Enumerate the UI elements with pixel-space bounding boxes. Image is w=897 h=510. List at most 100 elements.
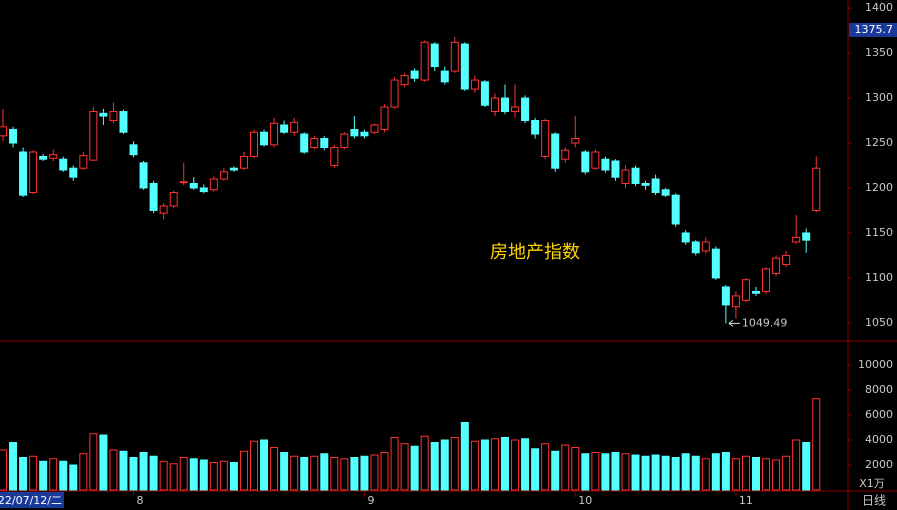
volume-bar — [410, 445, 419, 491]
candle-body — [199, 187, 208, 193]
low-arrow-head — [728, 319, 734, 327]
candle-body — [581, 151, 590, 173]
volume-bar — [159, 460, 168, 491]
volume-bar — [531, 448, 540, 491]
volume-bar — [621, 453, 630, 491]
volume-bar — [561, 444, 570, 491]
candle-body — [340, 133, 349, 149]
candle-body — [129, 144, 138, 156]
candle-body — [209, 178, 218, 191]
volume-bar — [89, 433, 98, 491]
volume-bar — [541, 443, 550, 491]
volume-bar — [440, 439, 449, 491]
x-tick-label: 9 — [367, 494, 374, 507]
candle-body — [440, 70, 449, 83]
candle-body — [420, 41, 429, 81]
volume-bar — [290, 455, 299, 491]
volume-bar — [260, 439, 269, 491]
volume-bar — [99, 434, 108, 491]
volume-bar — [199, 459, 208, 491]
candle-body — [501, 97, 509, 113]
candle-body — [370, 124, 379, 133]
volume-bar — [470, 440, 479, 491]
candle-body — [250, 131, 258, 158]
candle-body — [179, 181, 188, 184]
volume-bar — [129, 457, 138, 491]
candle-body — [611, 160, 620, 178]
volume-bar — [250, 440, 258, 491]
price-marker-label: 1375.7 — [855, 23, 894, 36]
candle-body — [721, 286, 730, 306]
volume-bar — [641, 455, 650, 491]
volume-bar — [601, 453, 610, 491]
y-tick-label: 1350 — [865, 46, 893, 59]
volume-tick-label: 2000 — [865, 458, 893, 471]
volume-bar — [270, 447, 279, 491]
volume-bar — [691, 455, 700, 491]
candle-body — [19, 151, 28, 196]
volume-bar — [109, 449, 118, 491]
low-label: 1049.49 — [742, 316, 788, 329]
volume-bar — [330, 457, 339, 491]
candle-body — [189, 182, 198, 189]
volume-bar — [490, 438, 499, 491]
candle-body — [29, 151, 38, 193]
volume-bar — [741, 455, 750, 491]
candle-body — [380, 106, 389, 131]
volume-bar — [380, 452, 389, 491]
candle-body — [631, 167, 640, 184]
volume-bar — [450, 437, 459, 491]
volume-bar — [651, 454, 660, 491]
chart-title: 房地产指数 — [490, 242, 580, 263]
candle-body — [521, 97, 530, 122]
volume-tick-label: 4000 — [865, 433, 893, 446]
volume-bar — [772, 459, 781, 491]
candle-body — [541, 120, 550, 158]
volume-bar — [752, 457, 760, 491]
candle-body — [219, 171, 228, 180]
candle-body — [270, 122, 279, 146]
candle-body — [260, 131, 269, 146]
volume-bar — [551, 450, 560, 491]
volume-bar — [350, 457, 359, 491]
date-box — [0, 492, 64, 508]
volume-bar — [390, 437, 399, 491]
candle-body — [641, 182, 650, 186]
candle-body — [551, 133, 560, 169]
y-tick-label: 1300 — [865, 91, 893, 104]
candle-body — [711, 248, 720, 279]
volume-bar — [762, 458, 771, 491]
volume-bar — [340, 458, 349, 491]
candle-body — [490, 97, 499, 113]
volume-bar — [169, 463, 178, 491]
volume-bar — [320, 453, 329, 491]
volume-bar — [179, 457, 188, 491]
volume-bar — [229, 462, 238, 491]
volume-bar — [521, 438, 530, 491]
candle-body — [772, 257, 781, 274]
y-tick-label: 1400 — [865, 1, 893, 14]
volume-bar — [49, 458, 58, 491]
volume-bar — [721, 452, 730, 491]
candle-body — [99, 112, 108, 117]
volume-bar — [480, 439, 489, 491]
price-marker-box — [849, 22, 897, 37]
volume-bar — [792, 439, 801, 491]
candle-body — [320, 138, 329, 149]
candle-body — [139, 162, 148, 189]
volume-unit: X1万 — [859, 477, 885, 490]
candle-body — [400, 75, 409, 86]
volume-bar — [681, 453, 690, 491]
volume-bar — [711, 453, 720, 491]
candle-body — [621, 169, 630, 184]
candle-body — [782, 254, 791, 265]
volume-bar — [139, 452, 148, 491]
candle-body — [49, 154, 58, 159]
volume-bar — [501, 437, 509, 491]
candle-body — [762, 268, 771, 292]
volume-bar — [209, 462, 218, 491]
candle-body — [79, 155, 88, 169]
volume-bar — [9, 442, 18, 491]
volume-bar — [360, 455, 369, 491]
